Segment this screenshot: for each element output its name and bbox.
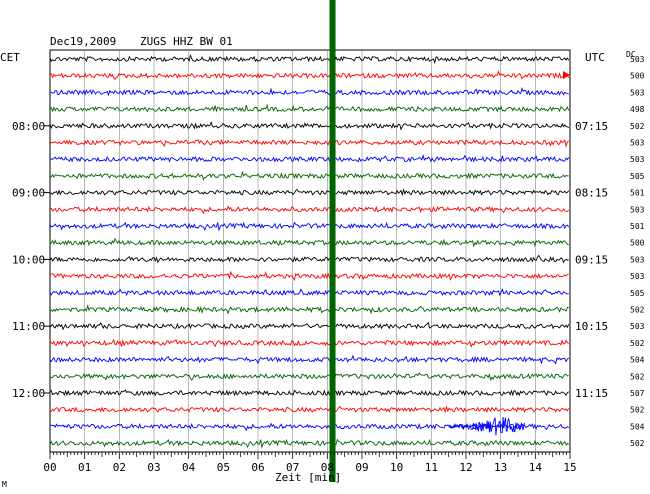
dc-value: 501 [630, 222, 645, 231]
right-time-label: 11:15 [575, 387, 608, 400]
arrow-icon [563, 71, 570, 79]
x-tick-label: 01 [78, 461, 91, 474]
trace-19 [49, 354, 570, 365]
dc-value: 503 [630, 255, 645, 264]
x-tick-label: 10 [390, 461, 403, 474]
trace-17 [49, 321, 570, 331]
dc-value: 502 [630, 306, 645, 315]
dc-value: 502 [630, 439, 645, 448]
dc-value: 507 [630, 389, 645, 398]
left-zone-label: CET [0, 51, 20, 64]
dc-value: 500 [630, 239, 645, 248]
dc-value: 502 [630, 372, 645, 381]
x-tick-label: 15 [563, 461, 576, 474]
left-time-label: 09:00 [12, 187, 45, 200]
x-tick-label: 08 [321, 461, 334, 474]
dc-value: 500 [630, 72, 645, 81]
left-time-label: 11:00 [12, 320, 45, 333]
right-time-label: 10:15 [575, 320, 608, 333]
trace-20 [49, 372, 569, 382]
trace-14 [49, 270, 569, 282]
dc-value: 505 [630, 172, 645, 181]
trace-13 [49, 254, 569, 264]
left-time-label: 12:00 [12, 387, 45, 400]
dc-value: 502 [630, 339, 645, 348]
x-tick-label: 06 [251, 461, 264, 474]
right-time-label: 08:15 [575, 187, 608, 200]
trace-24 [49, 438, 569, 449]
dc-value: 498 [630, 105, 645, 114]
trace-3 [50, 87, 569, 97]
trace-10 [49, 205, 570, 215]
dc-value: 503 [630, 272, 645, 281]
x-tick-label: 11 [425, 461, 438, 474]
dc-value: 504 [630, 356, 645, 365]
trace-22 [50, 405, 570, 414]
x-tick-label: 04 [182, 461, 196, 474]
trace-18 [49, 338, 569, 349]
dc-label: DC [626, 50, 636, 59]
x-tick-label: 05 [217, 461, 230, 474]
x-tick-label: 02 [113, 461, 126, 474]
x-tick-label: 00 [43, 461, 56, 474]
event-burst [448, 416, 526, 436]
x-axis-title: Zeit [min] [275, 471, 341, 484]
trace-2 [49, 70, 570, 81]
dc-value: 504 [630, 422, 645, 431]
left-time-label: 08:00 [12, 120, 45, 133]
trace-1 [49, 53, 570, 65]
event-group [448, 416, 526, 436]
trace-5 [49, 120, 569, 131]
dc-value: 503 [630, 55, 645, 64]
dc-value: 502 [630, 406, 645, 415]
trace-8 [49, 170, 569, 182]
trace-4 [49, 103, 570, 113]
trace-15 [49, 288, 569, 297]
dc-value: 503 [630, 139, 645, 148]
station-label: ZUGS HHZ BW 01 [140, 35, 233, 48]
date-label: Dec19,2009 [50, 35, 116, 48]
trace-11 [49, 221, 570, 232]
right-time-labels: 07:15 08:15 09:15 10:15 11:15 [575, 120, 608, 400]
dc-value: 503 [630, 88, 645, 97]
dc-values: 503 500 503 498 502 503 503 505 501 503 501 500 503 5… [630, 55, 645, 448]
dc-value: 503 [630, 155, 645, 164]
x-tick-label: 14 [529, 461, 543, 474]
trace-7 [49, 154, 570, 163]
x-tick-label: 03 [147, 461, 160, 474]
x-tick-label: 13 [494, 461, 507, 474]
left-time-label: 10:00 [12, 253, 45, 266]
trace-21 [49, 389, 569, 397]
x-tick-label: 07 [286, 461, 299, 474]
left-time-labels: 08:00 09:00 10:00 11:00 12:00 [12, 120, 50, 400]
minute-grid [84, 50, 536, 452]
traces-group [49, 53, 570, 449]
dc-value: 501 [630, 189, 645, 198]
trace-16 [49, 304, 569, 315]
dc-value: 502 [630, 122, 645, 131]
trace-12 [49, 237, 569, 248]
right-time-label: 07:15 [575, 120, 608, 133]
trace-6 [49, 138, 570, 148]
x-tick-label: 12 [459, 461, 472, 474]
right-time-label: 09:15 [575, 253, 608, 266]
trace-9 [49, 188, 570, 197]
footer-mark: M [2, 480, 7, 489]
dc-value: 503 [630, 322, 645, 331]
dc-value: 503 [630, 205, 645, 214]
x-axis: 00 01 02 03 04 05 06 07 08 09 10 11 12 13 14 15 [43, 452, 577, 474]
x-tick-label: 09 [355, 461, 368, 474]
right-zone-label: UTC [585, 51, 605, 64]
dc-value: 505 [630, 289, 645, 298]
